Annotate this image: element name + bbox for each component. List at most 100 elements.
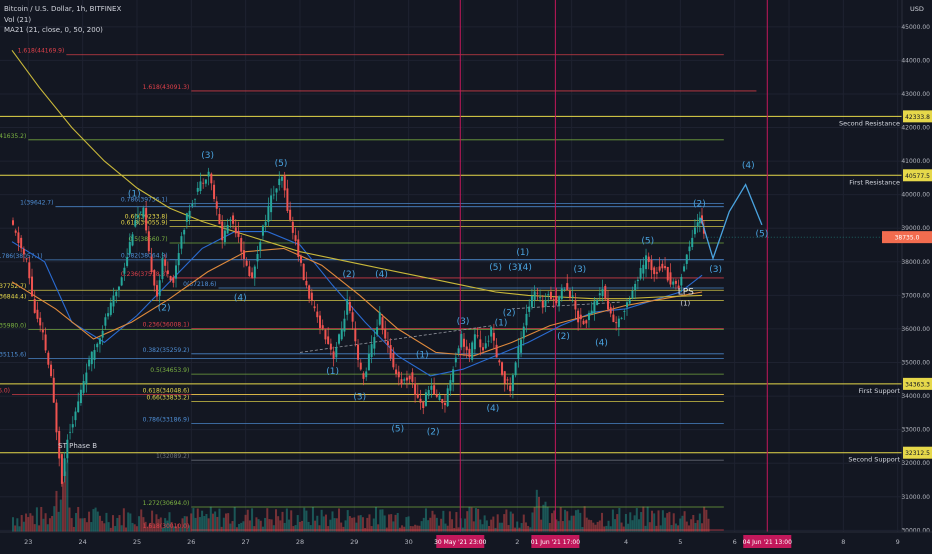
candle-body[interactable] <box>120 277 123 286</box>
candle-body[interactable] <box>267 205 270 222</box>
candle-body[interactable] <box>22 248 25 255</box>
candle-body[interactable] <box>153 270 156 286</box>
candle-body[interactable] <box>702 227 705 234</box>
candle-body[interactable] <box>552 299 555 300</box>
candle-body[interactable] <box>381 317 384 330</box>
candle-body[interactable] <box>280 176 283 181</box>
candle-body[interactable] <box>365 371 368 378</box>
candle-body[interactable] <box>419 398 422 403</box>
candle-body[interactable] <box>240 238 243 252</box>
candle-body[interactable] <box>107 313 110 317</box>
candle-body[interactable] <box>175 265 178 279</box>
candle-body[interactable] <box>367 353 370 371</box>
candle-body[interactable] <box>503 371 506 384</box>
candle-body[interactable] <box>446 388 449 407</box>
candle-body[interactable] <box>213 184 216 200</box>
candle-body[interactable] <box>376 327 379 335</box>
candle-body[interactable] <box>389 345 392 359</box>
candle-body[interactable] <box>161 258 164 279</box>
candle-body[interactable] <box>316 311 319 318</box>
candle-body[interactable] <box>405 377 408 381</box>
candle-body[interactable] <box>340 328 343 340</box>
candle-body[interactable] <box>411 372 414 382</box>
candle-body[interactable] <box>601 289 604 297</box>
candle-body[interactable] <box>604 285 607 299</box>
candle-body[interactable] <box>511 375 514 391</box>
candle-body[interactable] <box>558 296 561 306</box>
candle-body[interactable] <box>50 364 53 377</box>
candle-body[interactable] <box>245 260 248 266</box>
candle-body[interactable] <box>207 171 210 177</box>
candle-body[interactable] <box>664 266 667 269</box>
candle-body[interactable] <box>229 219 232 222</box>
candle-body[interactable] <box>658 266 661 271</box>
candle-body[interactable] <box>136 215 139 218</box>
candle-body[interactable] <box>283 175 286 191</box>
candle-body[interactable] <box>232 215 235 224</box>
candle-body[interactable] <box>587 312 590 321</box>
candle-body[interactable] <box>501 362 504 375</box>
candle-body[interactable] <box>261 225 264 236</box>
candle-body[interactable] <box>495 344 498 358</box>
candle-body[interactable] <box>443 402 446 406</box>
candle-body[interactable] <box>126 257 129 266</box>
candle-body[interactable] <box>183 229 186 235</box>
candle-body[interactable] <box>427 389 430 396</box>
candle-body[interactable] <box>343 318 346 332</box>
candle-body[interactable] <box>177 253 180 266</box>
candle-body[interactable] <box>346 299 349 315</box>
candle-body[interactable] <box>655 272 658 274</box>
candle-body[interactable] <box>12 220 14 225</box>
candle-body[interactable] <box>123 267 126 274</box>
candle-body[interactable] <box>166 270 169 274</box>
projection-path[interactable] <box>700 183 763 261</box>
candle-body[interactable] <box>55 402 58 433</box>
candle-body[interactable] <box>639 267 642 279</box>
candle-body[interactable] <box>392 352 395 368</box>
candle-body[interactable] <box>302 263 305 281</box>
candle-body[interactable] <box>202 182 205 184</box>
candle-body[interactable] <box>155 285 158 297</box>
candle-body[interactable] <box>82 381 85 393</box>
candle-body[interactable] <box>403 379 406 381</box>
candle-body[interactable] <box>683 266 686 272</box>
candle-body[interactable] <box>47 352 50 365</box>
moving-average-line[interactable] <box>11 49 703 300</box>
candle-body[interactable] <box>215 201 218 209</box>
candle-body[interactable] <box>620 317 623 319</box>
candle-body[interactable] <box>44 334 47 351</box>
candle-body[interactable] <box>96 343 99 348</box>
candle-body[interactable] <box>560 288 563 300</box>
candle-body[interactable] <box>90 351 93 365</box>
candle-body[interactable] <box>115 291 118 297</box>
candle-body[interactable] <box>71 424 74 428</box>
candle-body[interactable] <box>498 360 501 363</box>
candle-body[interactable] <box>63 458 66 477</box>
candle-body[interactable] <box>612 314 615 323</box>
candle-body[interactable] <box>17 232 20 244</box>
candle-body[interactable] <box>31 276 34 297</box>
candle-body[interactable] <box>492 332 495 341</box>
candle-body[interactable] <box>66 439 69 459</box>
candle-body[interactable] <box>533 291 536 300</box>
candle-body[interactable] <box>286 188 289 211</box>
candle-body[interactable] <box>590 310 593 315</box>
candle-body[interactable] <box>685 254 688 264</box>
candle-body[interactable] <box>530 295 533 307</box>
candle-body[interactable] <box>416 393 419 398</box>
candle-body[interactable] <box>566 283 569 291</box>
candle-body[interactable] <box>39 317 42 326</box>
candle-body[interactable] <box>278 178 281 186</box>
candle-body[interactable] <box>517 346 520 359</box>
candle-body[interactable] <box>479 339 482 348</box>
candle-body[interactable] <box>549 291 552 300</box>
candle-body[interactable] <box>351 312 354 322</box>
candle-body[interactable] <box>571 295 574 297</box>
candle-body[interactable] <box>305 280 308 286</box>
candle-body[interactable] <box>185 213 188 222</box>
candle-body[interactable] <box>454 357 457 363</box>
candle-body[interactable] <box>324 329 327 340</box>
candle-body[interactable] <box>609 307 612 314</box>
candle-body[interactable] <box>631 290 634 299</box>
candle-body[interactable] <box>476 335 479 337</box>
